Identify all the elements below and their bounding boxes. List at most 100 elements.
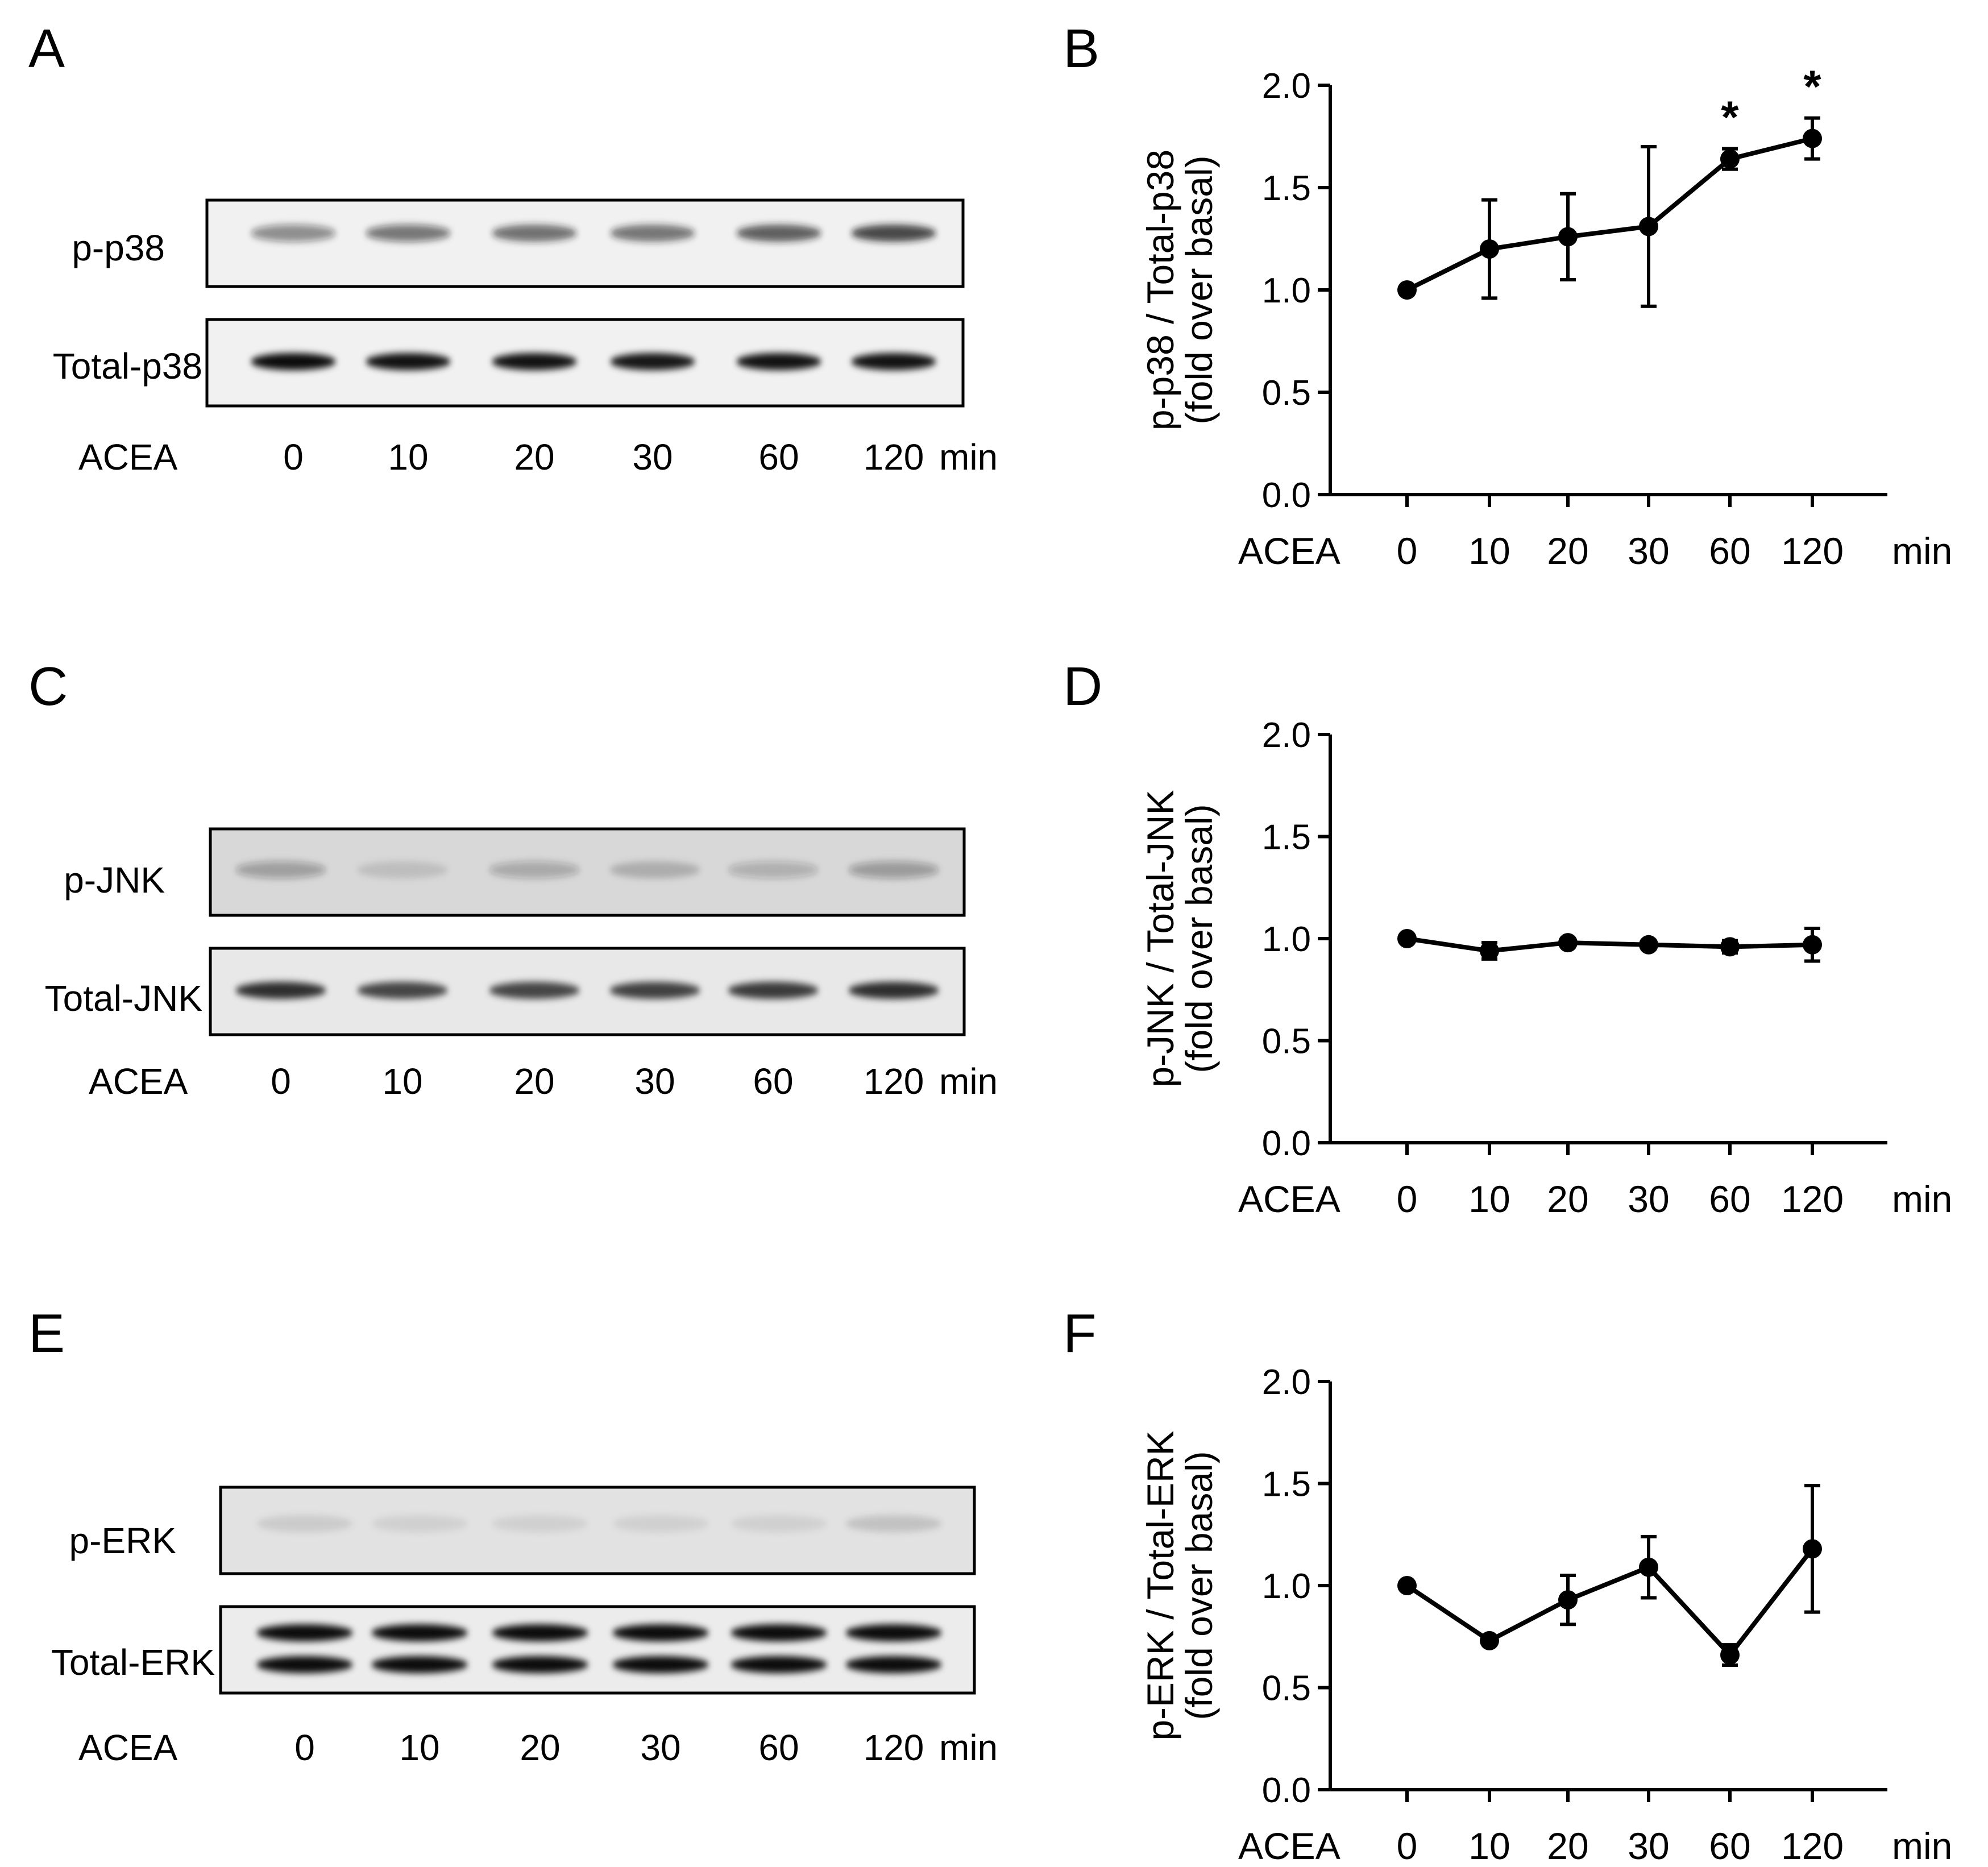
x-axis-treatment-label: ACEA — [1238, 530, 1340, 572]
western-blot-e: p-ERK Total-ERK ACEA 0 10 20 30 60 120 m… — [51, 1486, 998, 1768]
series-line — [1406, 936, 1813, 953]
data-point — [1558, 227, 1578, 247]
blot-lane-label: 30 — [632, 437, 673, 478]
x-tick-label: 120 — [1781, 1178, 1844, 1220]
x-axis-unit-label: min — [1892, 1825, 1952, 1867]
blot-label-total-jnk: Total-JNK — [45, 978, 202, 1019]
x-tick-label: 60 — [1709, 1825, 1750, 1867]
data-point — [1558, 933, 1578, 953]
data-point — [1480, 941, 1499, 961]
chart-b: 0.0 0.5 1.0 1.5 2.0 0 10 20 30 60 120 ACEA min p-p38 … — [1139, 61, 1952, 572]
x-axis-treatment-label: ACEA — [1238, 1825, 1340, 1867]
blot-membrane-total-erk — [219, 1605, 976, 1695]
blot-band — [251, 353, 336, 370]
x-tick-label: 20 — [1547, 1178, 1588, 1220]
chart-f: 0.0 0.5 1.0 1.5 2.0 0 10 20 30 60 120 ACEA min p-ERK … — [1139, 1363, 1952, 1867]
blot-lane-label: 120 — [864, 437, 924, 478]
data-point — [1639, 217, 1658, 237]
blot-lane-label: 20 — [520, 1727, 560, 1768]
y-tick-label: 0.5 — [1262, 1669, 1311, 1708]
blot-lane-label: 20 — [514, 1061, 554, 1102]
blot-band — [851, 225, 936, 242]
blot-band — [845, 1624, 942, 1641]
series-line — [1406, 136, 1813, 292]
y-tick-label: 1.5 — [1262, 169, 1311, 208]
blot-band — [489, 861, 580, 878]
western-blot-c: p-JNK Total-JNK ACEA 0 10 20 30 60 120 m… — [45, 827, 998, 1102]
blot-band — [492, 225, 577, 242]
blot-band — [371, 1624, 468, 1641]
blot-lane-label: 60 — [758, 1727, 799, 1768]
y-tick-label: 0.0 — [1262, 1124, 1311, 1163]
western-blot-a: p-p38 Total-p38 ACEA 0 10 20 30 60 120 m… — [53, 198, 998, 478]
x-axis-unit-label: min — [1892, 530, 1952, 572]
blot-band — [235, 982, 326, 999]
data-point — [1803, 935, 1822, 955]
blot-lane-label: 120 — [864, 1727, 924, 1768]
data-point — [1803, 128, 1822, 148]
panel-letter-d: D — [1063, 656, 1102, 717]
blot-band — [609, 982, 700, 999]
panel-letter-a: A — [28, 18, 65, 79]
blot-lane-label: 120 — [864, 1061, 924, 1102]
blot-band — [610, 225, 695, 242]
blot-treatment-label: ACEA — [78, 437, 178, 478]
y-tick-label: 2.0 — [1262, 1363, 1311, 1402]
x-tick-label: 10 — [1468, 1825, 1510, 1867]
y-tick-label: 2.0 — [1262, 67, 1311, 106]
y-axis-sublabel: (fold over basal) — [1178, 155, 1220, 424]
blot-band — [256, 1515, 353, 1532]
blot-unit-label: min — [939, 1727, 998, 1768]
blot-lane-label: 0 — [271, 1061, 291, 1102]
panel-letter-b: B — [1063, 18, 1099, 79]
data-point — [1720, 1645, 1740, 1665]
y-tick-label: 1.5 — [1262, 818, 1311, 857]
blot-lane-label: 10 — [388, 437, 428, 478]
blot-band — [845, 1656, 942, 1673]
y-axis-label: p-ERK / Total-ERK — [1139, 1430, 1181, 1740]
x-axis-unit-label: min — [1892, 1178, 1952, 1220]
blot-band — [728, 861, 819, 878]
y-tick-label: 0.5 — [1262, 374, 1311, 413]
x-tick-label: 0 — [1397, 530, 1418, 572]
blot-treatment-label: ACEA — [89, 1061, 188, 1102]
blot-band — [736, 225, 821, 242]
chart-d: 0.0 0.5 1.0 1.5 2.0 0 10 20 30 60 120 ACEA min p-JNK … — [1139, 716, 1952, 1220]
blot-lane-label: 10 — [399, 1727, 439, 1768]
blot-band — [848, 982, 939, 999]
x-tick-label: 0 — [1397, 1178, 1418, 1220]
blot-band — [357, 982, 448, 999]
y-axis-label: p-JNK / Total-JNK — [1139, 790, 1181, 1087]
blot-band — [731, 1624, 827, 1641]
blot-unit-label: min — [939, 1061, 998, 1102]
blot-membrane-total-jnk — [209, 947, 966, 1036]
blot-band — [612, 1515, 709, 1532]
blot-band — [851, 353, 936, 370]
x-tick-label: 10 — [1468, 530, 1510, 572]
x-tick-label: 10 — [1468, 1178, 1510, 1220]
data-point — [1639, 1557, 1658, 1577]
y-tick-label: 0.0 — [1262, 1771, 1311, 1810]
blot-band — [845, 1515, 942, 1532]
blot-band — [492, 1624, 588, 1641]
blot-membrane-p-p38 — [205, 198, 965, 288]
blot-band — [256, 1656, 353, 1673]
data-point — [1397, 929, 1417, 948]
blot-label-p-jnk: p-JNK — [64, 860, 165, 901]
blot-band — [357, 861, 448, 878]
x-tick-label: 60 — [1709, 1178, 1750, 1220]
blot-unit-label: min — [939, 437, 998, 478]
data-point — [1558, 1590, 1578, 1610]
blot-band — [492, 1656, 588, 1673]
series-line — [1405, 1547, 1815, 1658]
blot-band — [371, 1515, 468, 1532]
blot-band — [251, 225, 336, 242]
y-tick-label: 0.5 — [1262, 1022, 1311, 1061]
y-tick-label: 0.0 — [1262, 476, 1311, 515]
significance-marker: * — [1721, 92, 1739, 143]
blot-lane-label: 60 — [758, 437, 799, 478]
blot-band — [489, 982, 580, 999]
blot-band — [371, 1656, 468, 1673]
x-tick-label: 20 — [1547, 530, 1588, 572]
y-tick-label: 1.5 — [1262, 1465, 1311, 1504]
